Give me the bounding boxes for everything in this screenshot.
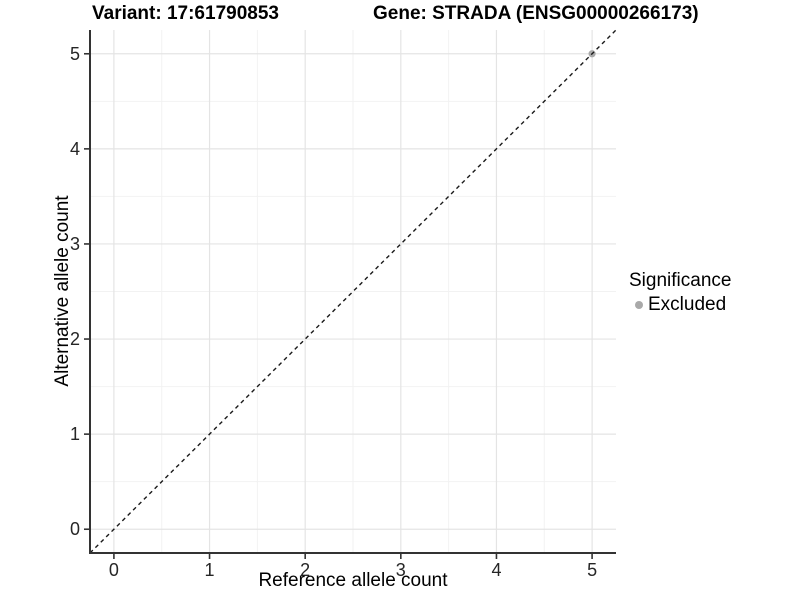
excluded-marker-icon — [635, 301, 643, 309]
y-axis-title: Alternative allele count — [52, 195, 73, 387]
x-tick-label: 2 — [300, 560, 310, 580]
y-tick-label: 5 — [70, 44, 80, 64]
legend-entry-excluded: Excluded — [629, 294, 731, 316]
y-tick-label: 3 — [70, 234, 80, 254]
y-tick-label: 4 — [70, 139, 80, 159]
legend-title: Significance — [629, 270, 732, 291]
x-tick-label: 5 — [587, 560, 597, 580]
x-tick-label: 4 — [491, 560, 501, 580]
x-tick-label: 3 — [396, 560, 406, 580]
y-tick-label: 1 — [70, 424, 80, 444]
x-axis-title: Reference allele count — [258, 570, 448, 591]
x-tick-label: 1 — [205, 560, 215, 580]
plot-title-variant: Variant: 17:61790853 — [92, 3, 279, 24]
x-tick-label: 0 — [109, 560, 119, 580]
y-tick-label: 2 — [70, 329, 80, 349]
plot-title-gene: Gene: STRADA (ENSG00000266173) — [373, 3, 699, 24]
legend-entry-label: Excluded — [648, 294, 727, 315]
y-tick-label: 0 — [70, 519, 80, 539]
legend: Significance Excluded — [629, 270, 731, 316]
